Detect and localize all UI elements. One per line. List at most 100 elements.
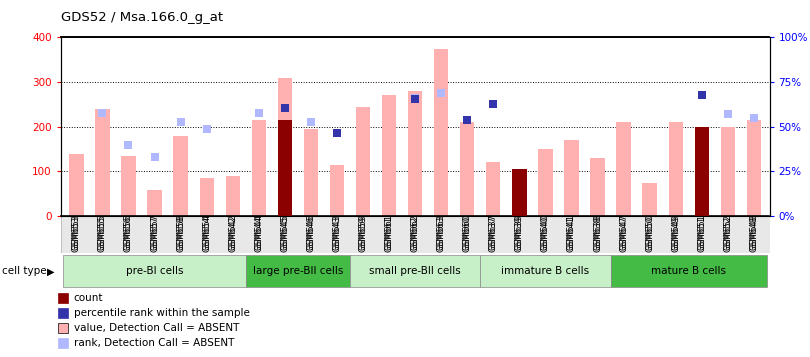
Bar (350, 255, 480, 287)
Text: ▶: ▶ (47, 266, 54, 276)
Text: GDS52 / Msa.166.0_g_at: GDS52 / Msa.166.0_g_at (61, 11, 223, 24)
Bar (512, 169, 526, 216)
Text: immature B cells: immature B cells (501, 266, 590, 276)
Text: large pre-BII cells: large pre-BII cells (253, 266, 343, 276)
Text: GSM656: GSM656 (124, 214, 133, 251)
Bar (252, 120, 266, 216)
Text: GSM641: GSM641 (567, 215, 576, 252)
Bar (225, 176, 240, 216)
Bar (63, 255, 245, 287)
Text: rank, Detection Call = ABSENT: rank, Detection Call = ABSENT (74, 338, 234, 348)
Text: GSM642: GSM642 (228, 214, 237, 251)
Text: GSM639: GSM639 (515, 214, 524, 250)
Bar (512, 169, 526, 216)
Text: GSM655: GSM655 (98, 214, 107, 251)
Bar (695, 127, 709, 216)
Text: GSM647: GSM647 (619, 214, 628, 251)
Text: GSM657: GSM657 (150, 214, 159, 251)
Text: GSM651: GSM651 (697, 214, 706, 251)
Text: small pre-BII cells: small pre-BII cells (369, 266, 461, 276)
Text: GSM644: GSM644 (254, 215, 263, 252)
Text: GSM662: GSM662 (411, 214, 420, 251)
Text: GSM648: GSM648 (749, 214, 758, 251)
Text: GSM661: GSM661 (385, 215, 394, 252)
Text: GSM649: GSM649 (671, 215, 680, 251)
Text: GSM650: GSM650 (645, 214, 654, 251)
Bar (460, 122, 475, 216)
Bar (199, 178, 214, 216)
Text: mature B cells: mature B cells (651, 266, 727, 276)
Text: GSM651: GSM651 (697, 215, 706, 252)
Text: GSM637: GSM637 (488, 215, 498, 252)
Bar (61, 214, 770, 253)
Bar (590, 158, 605, 216)
Bar (616, 122, 631, 216)
Bar (480, 255, 611, 287)
Bar (278, 78, 292, 216)
Bar (408, 91, 422, 216)
Text: GSM638: GSM638 (593, 214, 602, 251)
Text: GSM637: GSM637 (488, 214, 498, 251)
Bar (147, 190, 162, 216)
Text: GSM661: GSM661 (385, 214, 394, 251)
Text: GSM642: GSM642 (228, 215, 237, 252)
Text: GSM649: GSM649 (671, 214, 680, 250)
Bar (538, 149, 552, 216)
Bar (330, 165, 344, 216)
Text: GSM659: GSM659 (359, 215, 368, 251)
Text: GSM643: GSM643 (332, 214, 342, 251)
Text: pre-BI cells: pre-BI cells (126, 266, 183, 276)
Text: GSM657: GSM657 (150, 215, 159, 252)
Text: GSM645: GSM645 (280, 215, 289, 252)
Text: GSM663: GSM663 (437, 215, 446, 252)
Bar (611, 255, 767, 287)
Bar (747, 120, 761, 216)
Text: GSM658: GSM658 (176, 214, 185, 251)
Text: GSM663: GSM663 (437, 214, 446, 251)
Text: GSM648: GSM648 (749, 215, 758, 252)
Text: GSM652: GSM652 (723, 215, 732, 252)
Bar (356, 107, 370, 216)
Text: GSM638: GSM638 (593, 215, 602, 252)
Bar (278, 120, 292, 216)
Text: GSM645: GSM645 (280, 214, 289, 251)
Text: GSM646: GSM646 (306, 214, 315, 251)
Bar (434, 49, 449, 216)
Text: GSM655: GSM655 (98, 215, 107, 252)
Text: GSM640: GSM640 (541, 215, 550, 252)
Bar (173, 136, 188, 216)
Text: GSM641: GSM641 (567, 214, 576, 251)
Text: GSM656: GSM656 (124, 215, 133, 252)
Bar (642, 182, 657, 216)
Bar (245, 255, 350, 287)
Text: percentile rank within the sample: percentile rank within the sample (74, 308, 249, 318)
Text: GSM654: GSM654 (202, 215, 211, 252)
Bar (565, 140, 578, 216)
Text: GSM652: GSM652 (723, 214, 732, 251)
Bar (695, 127, 709, 216)
Text: GSM644: GSM644 (254, 214, 263, 251)
Text: GSM660: GSM660 (463, 214, 471, 251)
Bar (304, 129, 318, 216)
Text: GSM653: GSM653 (72, 215, 81, 252)
Text: GSM643: GSM643 (332, 215, 342, 252)
Text: GSM653: GSM653 (72, 214, 81, 251)
Text: GSM654: GSM654 (202, 214, 211, 251)
Text: count: count (74, 293, 103, 303)
Text: GSM639: GSM639 (515, 215, 524, 251)
Text: GSM660: GSM660 (463, 215, 471, 252)
Text: GSM659: GSM659 (359, 214, 368, 250)
Bar (122, 156, 135, 216)
Bar (382, 95, 396, 216)
Bar (668, 122, 683, 216)
Bar (69, 154, 83, 216)
Text: GSM662: GSM662 (411, 215, 420, 252)
Text: value, Detection Call = ABSENT: value, Detection Call = ABSENT (74, 323, 239, 333)
Text: GSM640: GSM640 (541, 214, 550, 251)
Bar (486, 162, 501, 216)
Text: GSM650: GSM650 (645, 215, 654, 252)
Text: GSM646: GSM646 (306, 215, 315, 252)
Text: GSM647: GSM647 (619, 215, 628, 252)
Text: cell type: cell type (2, 266, 46, 276)
Text: GSM658: GSM658 (176, 215, 185, 252)
